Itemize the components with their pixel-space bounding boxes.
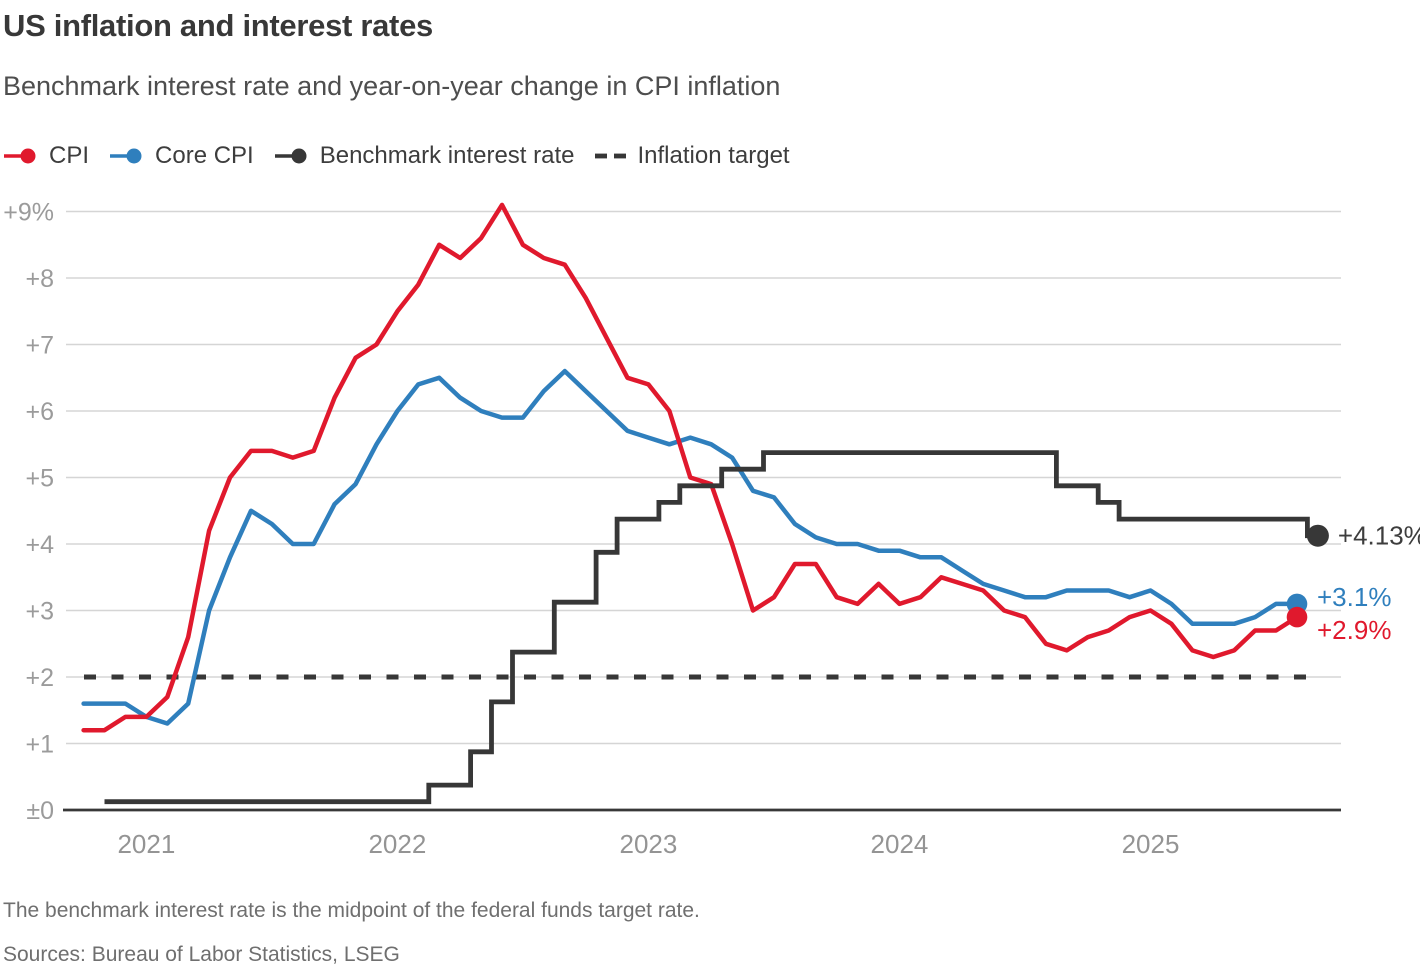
legend-label-core-cpi: Core CPI — [155, 142, 254, 169]
y-tick-label-1: +1 — [25, 731, 54, 759]
chart-sources: Sources: Bureau of Labor Statistics, LSE… — [3, 943, 400, 966]
y-tick-label-5: +5 — [25, 465, 54, 493]
x-tick-label-2024: 2024 — [871, 829, 929, 859]
core-cpi-end-label: +3.1% — [1317, 582, 1391, 612]
cpi-end-dot — [1286, 606, 1308, 628]
legend-item-benchmark-rate: Benchmark interest rate — [274, 142, 575, 170]
y-tick-label-9: +9% — [3, 199, 54, 227]
legend-label-cpi: CPI — [49, 142, 90, 169]
y-tick-label-6: +6 — [25, 398, 54, 426]
inflation-target-dash-icon — [594, 153, 626, 159]
legend-item-core-cpi: Core CPI — [109, 142, 254, 170]
legend: CPI Core CPI Benchmark interest rate Inf… — [3, 142, 790, 170]
legend-label-benchmark-rate: Benchmark interest rate — [319, 142, 575, 169]
x-tick-label-2021: 2021 — [117, 829, 175, 859]
cpi-line-dot-icon — [4, 148, 36, 164]
benchmark-interest-rate-end-label: +4.13% — [1338, 521, 1420, 551]
y-tick-label-2: +2 — [25, 664, 54, 692]
x-tick-label-2022: 2022 — [368, 829, 426, 859]
cpi-end-label: +2.9% — [1317, 615, 1391, 645]
cpi-line — [81, 202, 1300, 733]
page-title: US inflation and interest rates — [3, 8, 433, 43]
page-subtitle: Benchmark interest rate and year-on-year… — [3, 71, 781, 101]
y-tick-label-3: +3 — [25, 598, 54, 626]
benchmark-interest-rate-end-dot — [1306, 524, 1329, 547]
y-tick-label-0: ±0 — [26, 797, 54, 825]
y-tick-label-8: +8 — [25, 265, 54, 293]
core-cpi-line-dot-icon — [110, 148, 142, 164]
legend-item-inflation-target: Inflation target — [594, 142, 790, 170]
chart-footnote: The benchmark interest rate is the midpo… — [3, 899, 700, 922]
y-tick-label-4: +4 — [25, 531, 54, 559]
core-cpi-line — [81, 368, 1300, 726]
x-tick-label-2023: 2023 — [620, 829, 678, 859]
benchmark-interest-rate-line — [104, 450, 1318, 805]
benchmark-rate-line-dot-icon — [274, 148, 307, 164]
y-tick-label-7: +7 — [25, 332, 54, 360]
legend-label-inflation-target: Inflation target — [637, 142, 790, 169]
legend-item-cpi: CPI — [3, 142, 89, 170]
x-tick-label-2025: 2025 — [1122, 829, 1180, 859]
